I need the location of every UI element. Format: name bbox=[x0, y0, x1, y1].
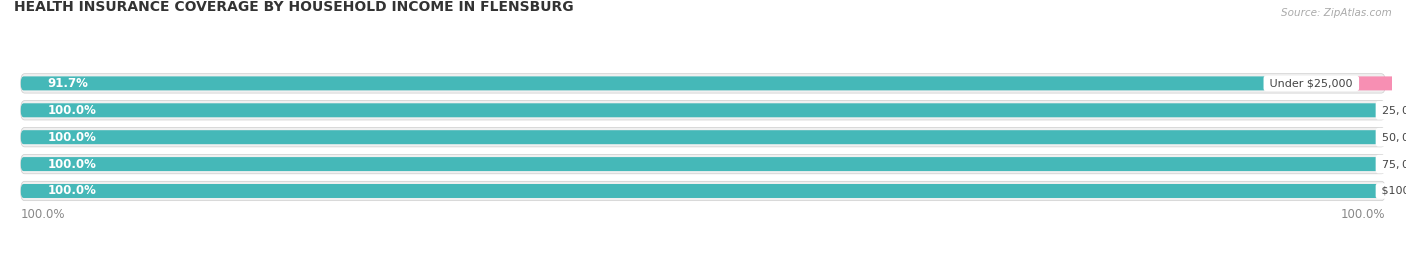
Text: Under $25,000: Under $25,000 bbox=[1267, 78, 1357, 89]
FancyBboxPatch shape bbox=[21, 154, 1385, 174]
Text: 100.0%: 100.0% bbox=[48, 104, 97, 117]
Text: 100.0%: 100.0% bbox=[21, 208, 65, 221]
FancyBboxPatch shape bbox=[1385, 157, 1406, 171]
Legend: With Coverage, Without Coverage: With Coverage, Without Coverage bbox=[579, 266, 827, 269]
FancyBboxPatch shape bbox=[21, 101, 1385, 120]
Text: 100.0%: 100.0% bbox=[1341, 208, 1385, 221]
FancyBboxPatch shape bbox=[1385, 130, 1406, 144]
FancyBboxPatch shape bbox=[21, 74, 1385, 93]
Text: $100,000 and over: $100,000 and over bbox=[1378, 186, 1406, 196]
Text: Source: ZipAtlas.com: Source: ZipAtlas.com bbox=[1281, 8, 1392, 18]
Text: 91.7%: 91.7% bbox=[48, 77, 89, 90]
FancyBboxPatch shape bbox=[1385, 184, 1406, 198]
FancyBboxPatch shape bbox=[1385, 103, 1406, 117]
FancyBboxPatch shape bbox=[21, 184, 1378, 198]
FancyBboxPatch shape bbox=[21, 103, 1378, 117]
FancyBboxPatch shape bbox=[21, 76, 1267, 90]
Text: $25,000 to $49,999: $25,000 to $49,999 bbox=[1378, 104, 1406, 117]
Text: $50,000 to $74,999: $50,000 to $74,999 bbox=[1378, 131, 1406, 144]
FancyBboxPatch shape bbox=[21, 157, 1378, 171]
Text: 100.0%: 100.0% bbox=[48, 131, 97, 144]
FancyBboxPatch shape bbox=[1272, 76, 1406, 90]
Text: $75,000 to $99,999: $75,000 to $99,999 bbox=[1378, 158, 1406, 171]
Text: HEALTH INSURANCE COVERAGE BY HOUSEHOLD INCOME IN FLENSBURG: HEALTH INSURANCE COVERAGE BY HOUSEHOLD I… bbox=[14, 0, 574, 14]
Text: 100.0%: 100.0% bbox=[48, 185, 97, 197]
FancyBboxPatch shape bbox=[21, 130, 1378, 144]
FancyBboxPatch shape bbox=[21, 128, 1385, 147]
Text: 100.0%: 100.0% bbox=[48, 158, 97, 171]
FancyBboxPatch shape bbox=[21, 181, 1385, 201]
